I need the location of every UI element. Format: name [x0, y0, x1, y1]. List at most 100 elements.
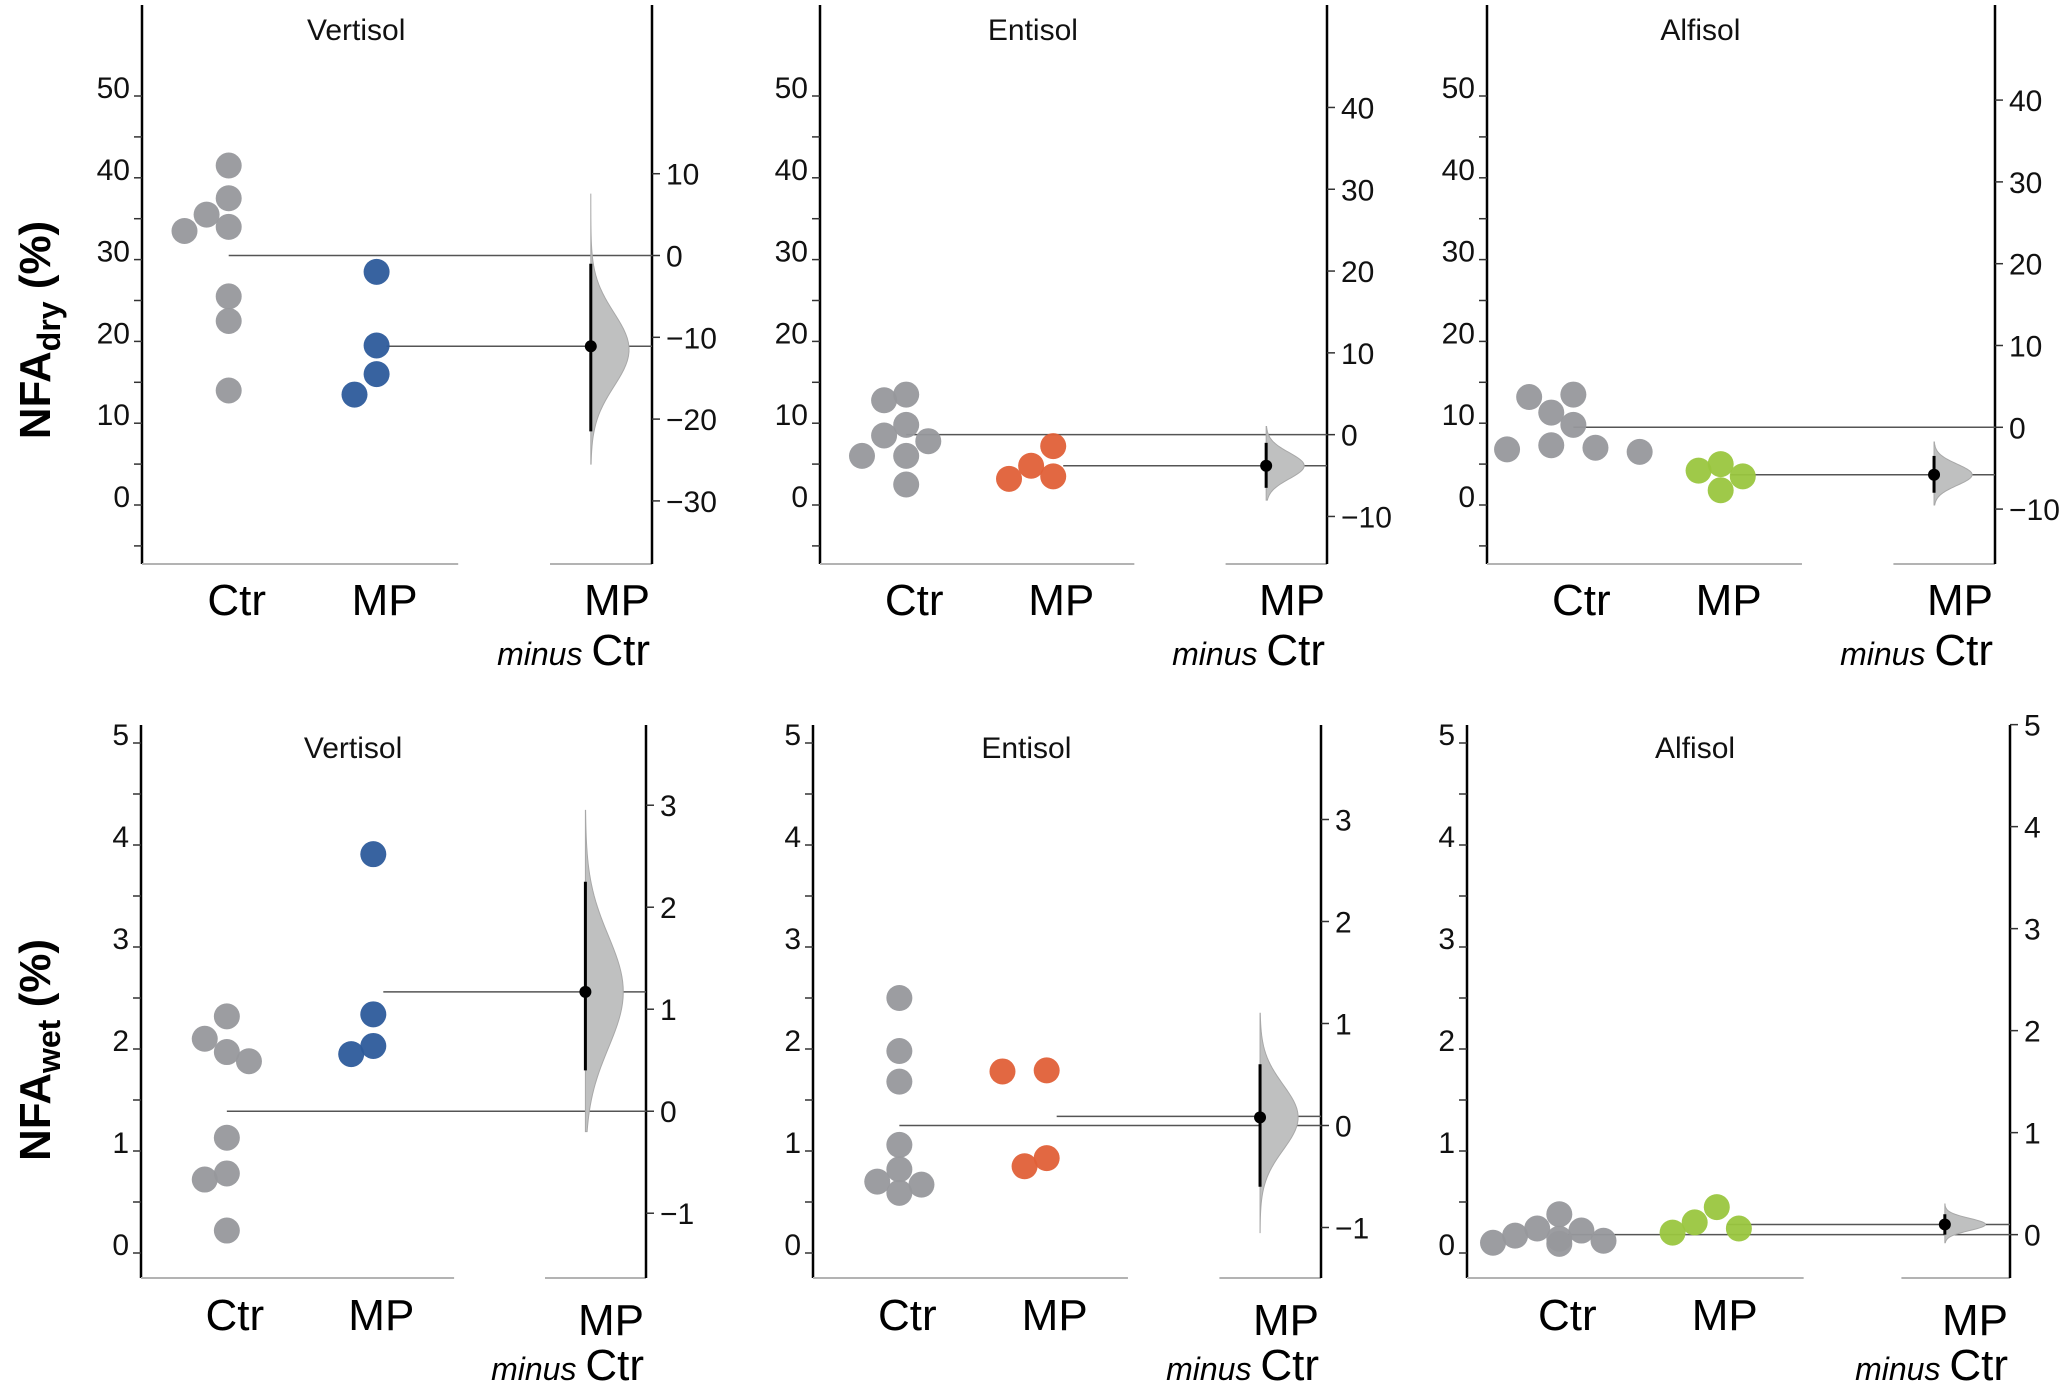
xtick-label-diff-top: MP	[1927, 576, 1993, 625]
ctr-data-point	[1560, 411, 1587, 438]
ctr-data-point	[886, 1038, 913, 1065]
ctr-data-point	[215, 283, 242, 310]
ctr-word: Ctr	[1934, 626, 1993, 675]
ctr-data-point	[1502, 1222, 1529, 1249]
right-tick-label: 0	[2009, 412, 2026, 445]
ctr-data-point	[1480, 1229, 1507, 1256]
right-tick-label: 40	[1341, 92, 1374, 125]
mp-data-point	[1018, 452, 1045, 479]
mp-data-point	[1725, 1215, 1752, 1242]
left-tick-label: 50	[775, 72, 808, 105]
left-tick-label: 5	[1438, 719, 1455, 752]
right-tick-label: −20	[666, 404, 717, 437]
right-tick-label: 0	[666, 241, 683, 274]
ctr-data-point	[1538, 432, 1565, 459]
right-tick-label: 10	[1341, 338, 1374, 371]
right-tick-label: 1	[1335, 1009, 1352, 1042]
left-tick-label: 4	[784, 821, 801, 854]
mp-data-point	[1033, 1145, 1060, 1172]
ctr-data-point	[191, 1166, 218, 1193]
mp-data-point	[1011, 1153, 1038, 1180]
left-tick-label: 0	[1438, 1229, 1455, 1262]
right-tick-label: 5	[2024, 710, 2041, 743]
left-tick-label: 40	[775, 154, 808, 187]
minus-word: minus	[1172, 636, 1266, 672]
effect-size-dot	[1928, 468, 1941, 481]
xtick-label-diff-top: MP	[1259, 576, 1325, 625]
ctr-data-point	[893, 381, 920, 408]
ctr-data-point	[213, 1039, 240, 1066]
mp-data-point	[1681, 1209, 1708, 1236]
right-tick-label: 3	[660, 790, 677, 823]
left-tick-label: 20	[97, 317, 130, 350]
left-tick-label: 2	[112, 1025, 129, 1058]
ctr-data-point	[215, 213, 242, 240]
ctr-data-point	[213, 1124, 240, 1151]
left-tick-label: 0	[113, 481, 130, 514]
mp-data-point	[1729, 463, 1756, 490]
ctr-data-point	[915, 428, 942, 455]
xtick-label-ctr: Ctr	[885, 576, 944, 625]
ctr-data-point	[215, 152, 242, 179]
left-tick-label: 50	[1442, 72, 1475, 105]
ctr-data-point	[1494, 436, 1521, 463]
mp-data-point	[363, 361, 390, 388]
minus-word: minus	[1840, 636, 1934, 672]
right-tick-label: 20	[2009, 249, 2042, 282]
bootstrap-distribution	[1265, 425, 1305, 501]
ctr-data-point	[893, 411, 920, 438]
xtick-label-mp: MP	[352, 576, 418, 625]
left-tick-label: 40	[97, 154, 130, 187]
left-tick-label: 1	[112, 1127, 129, 1160]
right-tick-label: 30	[2009, 167, 2042, 200]
ctr-data-point	[171, 217, 198, 244]
right-tick-label: 20	[1341, 256, 1374, 289]
right-tick-label: −10	[666, 322, 717, 355]
minus-word: minus	[491, 1351, 585, 1385]
xtick-label-diff-top: MP	[1253, 1296, 1319, 1345]
ctr-data-point	[886, 1156, 913, 1183]
ctr-data-point	[1626, 438, 1653, 465]
ctr-data-point	[1524, 1215, 1551, 1242]
ctr-data-point	[1560, 381, 1587, 408]
ctr-data-point	[213, 1217, 240, 1244]
left-tick-label: 30	[97, 236, 130, 269]
right-tick-label: −10	[2009, 494, 2060, 527]
right-tick-label: 40	[2009, 85, 2042, 118]
right-tick-label: 10	[666, 159, 699, 192]
right-tick-label: −30	[666, 486, 717, 519]
xtick-label-mp: MP	[348, 1291, 414, 1340]
xtick-label-ctr: Ctr	[1552, 576, 1611, 625]
bootstrap-distribution	[590, 193, 630, 465]
ctr-data-point	[1546, 1201, 1573, 1228]
ctr-data-point	[908, 1171, 935, 1198]
left-tick-label: 0	[1458, 481, 1475, 514]
panel-title: Alfisol	[1655, 732, 1735, 765]
right-tick-label: 2	[660, 892, 677, 925]
ctr-data-point	[893, 471, 920, 498]
right-tick-label: 30	[1341, 174, 1374, 207]
left-tick-label: 30	[775, 236, 808, 269]
panel-title: Vertisol	[307, 14, 405, 47]
ctr-data-point	[886, 1131, 913, 1158]
effect-size-dot	[1254, 1111, 1267, 1124]
mp-data-point	[1685, 457, 1712, 484]
right-tick-label: 0	[660, 1096, 677, 1129]
bootstrap-distribution	[1259, 1012, 1299, 1234]
right-tick-label: 3	[1335, 805, 1352, 838]
xtick-label-diff-top: MP	[1942, 1296, 2008, 1345]
ctr-data-point	[871, 387, 898, 414]
mp-data-point	[1703, 1194, 1730, 1221]
xtick-label-diff-bottom: minus Ctr	[497, 626, 650, 675]
mp-data-point	[1033, 1057, 1060, 1084]
right-tick-label: −1	[660, 1198, 694, 1231]
ctr-data-point	[1590, 1227, 1617, 1254]
mp-data-point	[1707, 451, 1734, 478]
mp-data-point	[989, 1058, 1016, 1085]
xtick-label-mp: MP	[1696, 576, 1762, 625]
left-tick-label: 3	[1438, 923, 1455, 956]
